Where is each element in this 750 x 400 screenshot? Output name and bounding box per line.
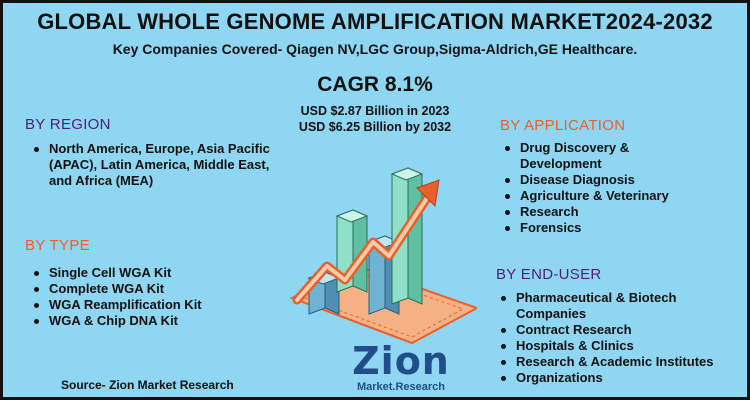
end-user-list: Pharmaceutical & Biotech Companies Contr… (498, 290, 747, 386)
list-item: Research (502, 204, 702, 220)
cagr-stat: CAGR 8.1% (317, 73, 433, 96)
bar-icon (390, 167, 424, 305)
type-list: Single Cell WGA Kit Complete WGA Kit WGA… (31, 265, 271, 329)
region-list: North America, Europe, Asia Pacific (APA… (31, 141, 281, 189)
list-item: Forensics (502, 220, 702, 236)
list-item: Complete WGA Kit (31, 281, 271, 297)
list-item: WGA & Chip DNA Kit (31, 313, 271, 329)
source-credit: Source- Zion Market Research (61, 378, 234, 392)
key-companies-subtitle: Key Companies Covered- Qiagen NV,LGC Gro… (112, 41, 638, 57)
end-user-heading: BY END-USER (496, 266, 602, 283)
page-title: GLOBAL WHOLE GENOME AMPLIFICATION MARKET… (37, 9, 713, 34)
list-item: Agriculture & Veterinary (502, 188, 702, 204)
list-item: Research & Academic Institutes (498, 354, 747, 370)
list-item: Single Cell WGA Kit (31, 265, 271, 281)
growth-chart-illustration (289, 167, 477, 345)
list-item: North America, Europe, Asia Pacific (APA… (31, 141, 281, 189)
region-heading: BY REGION (25, 116, 111, 133)
list-item: Drug Discovery & Development (502, 140, 702, 172)
type-heading: BY TYPE (25, 237, 90, 254)
zion-logo: Zion Market.Research (341, 339, 461, 397)
market-value-2023: USD $2.87 Billion in 2023 (300, 104, 450, 118)
list-item: Contract Research (498, 322, 747, 338)
application-heading: BY APPLICATION (500, 117, 626, 134)
list-item: Organizations (498, 370, 747, 386)
list-item: WGA Reamplification Kit (31, 297, 271, 313)
application-list: Drug Discovery & Development Disease Dia… (502, 140, 702, 236)
market-value-2032: USD $6.25 Billion by 2032 (298, 120, 452, 134)
list-item: Pharmaceutical & Biotech Companies (498, 290, 747, 322)
logo-subtext: Market.Research (356, 381, 446, 393)
list-item: Disease Diagnosis (502, 172, 702, 188)
logo-wordmark: Zion (352, 339, 450, 383)
list-item: Hospitals & Clinics (498, 338, 747, 354)
trend-arrow-icon (292, 179, 440, 305)
